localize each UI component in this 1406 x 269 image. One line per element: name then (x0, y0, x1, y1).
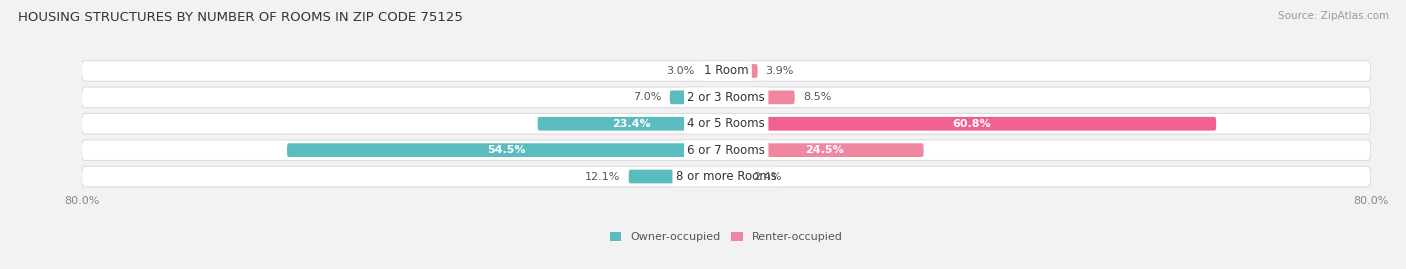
FancyBboxPatch shape (82, 87, 1371, 108)
Text: 60.8%: 60.8% (952, 119, 990, 129)
FancyBboxPatch shape (669, 90, 725, 104)
FancyBboxPatch shape (702, 64, 725, 78)
FancyBboxPatch shape (82, 114, 1371, 134)
Text: 23.4%: 23.4% (613, 119, 651, 129)
Legend: Owner-occupied, Renter-occupied: Owner-occupied, Renter-occupied (606, 228, 846, 247)
FancyBboxPatch shape (725, 64, 758, 78)
FancyBboxPatch shape (725, 170, 745, 183)
Text: 1 Room: 1 Room (704, 65, 748, 77)
Text: 8.5%: 8.5% (803, 92, 831, 102)
Text: 54.5%: 54.5% (488, 145, 526, 155)
Text: 4 or 5 Rooms: 4 or 5 Rooms (688, 117, 765, 130)
FancyBboxPatch shape (725, 90, 794, 104)
Text: 2.4%: 2.4% (754, 172, 782, 182)
Text: HOUSING STRUCTURES BY NUMBER OF ROOMS IN ZIP CODE 75125: HOUSING STRUCTURES BY NUMBER OF ROOMS IN… (18, 11, 463, 24)
FancyBboxPatch shape (82, 140, 1371, 160)
FancyBboxPatch shape (82, 166, 1371, 187)
FancyBboxPatch shape (725, 143, 924, 157)
Text: 6 or 7 Rooms: 6 or 7 Rooms (688, 144, 765, 157)
FancyBboxPatch shape (82, 61, 1371, 81)
Text: 8 or more Rooms: 8 or more Rooms (676, 170, 776, 183)
FancyBboxPatch shape (628, 170, 725, 183)
FancyBboxPatch shape (537, 117, 725, 131)
Text: 2 or 3 Rooms: 2 or 3 Rooms (688, 91, 765, 104)
Text: 24.5%: 24.5% (806, 145, 844, 155)
FancyBboxPatch shape (287, 143, 725, 157)
Text: 7.0%: 7.0% (633, 92, 662, 102)
Text: Source: ZipAtlas.com: Source: ZipAtlas.com (1278, 11, 1389, 21)
FancyBboxPatch shape (725, 117, 1216, 131)
Text: 12.1%: 12.1% (585, 172, 620, 182)
Text: 3.9%: 3.9% (766, 66, 794, 76)
Text: 3.0%: 3.0% (665, 66, 695, 76)
